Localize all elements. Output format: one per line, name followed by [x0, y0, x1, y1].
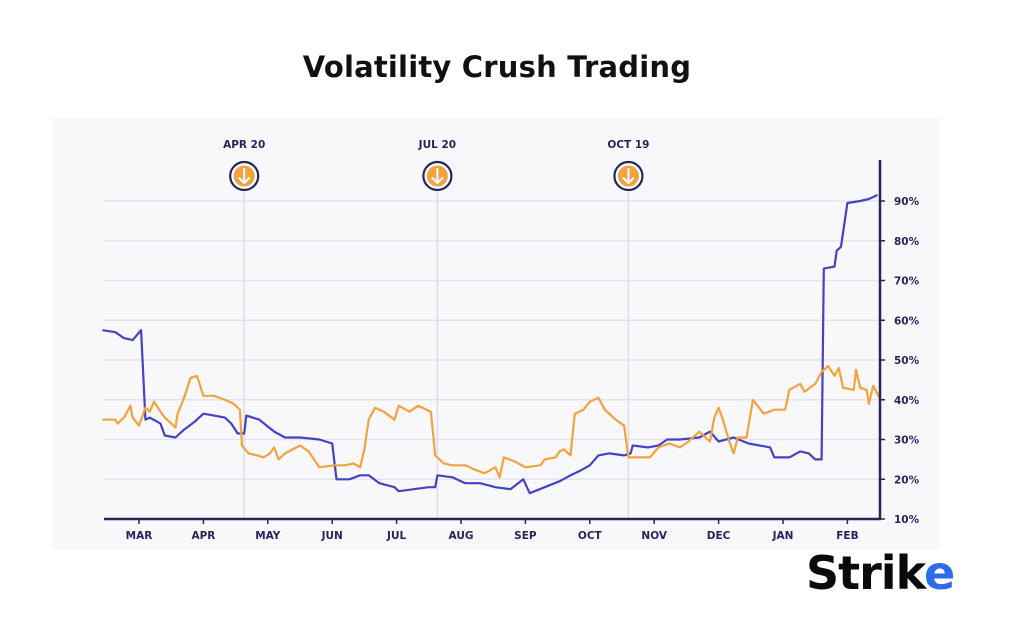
arrow-down-glyph — [431, 168, 444, 184]
x-tick-label: JAN — [772, 530, 794, 542]
x-tick-label: SEP — [514, 530, 537, 542]
annotations: APR 20 JUL 20 OCT 19 — [223, 139, 649, 519]
series-line-2 — [102, 364, 881, 479]
x-tick-label: FEB — [836, 530, 858, 542]
y-tick-label: 10% — [894, 514, 920, 526]
chart-panel — [52, 118, 940, 550]
x-tick-label: DEC — [707, 530, 731, 542]
x-tick-label: MAY — [255, 530, 281, 542]
axes: MAR APR MAY JUN JUL AUG SEP OCT NOV DEC JAN FEB 10% 2… — [104, 160, 920, 542]
y-tick-label: 90% — [894, 196, 920, 208]
annotation-label: APR 20 — [223, 139, 265, 151]
x-tick-label: AUG — [449, 530, 474, 542]
y-tick-label: 60% — [894, 315, 920, 327]
x-tick-label: OCT — [578, 530, 603, 542]
x-tick-label: JUL — [386, 530, 406, 542]
x-tick-label: APR — [191, 530, 215, 542]
y-tick-label: 80% — [894, 236, 920, 248]
series-lines — [102, 194, 881, 495]
annotation-label: JUL 20 — [418, 139, 456, 151]
arrow-down-glyph — [622, 168, 635, 184]
y-tick-label: 20% — [894, 474, 920, 486]
x-tick-label: NOV — [641, 530, 667, 542]
chart-title: Volatility Crush Trading — [302, 50, 692, 84]
series-line-1 — [102, 194, 878, 495]
y-tick-label: 30% — [894, 435, 920, 447]
x-tick-label: JUN — [321, 530, 343, 542]
y-tick-label: 40% — [894, 395, 920, 407]
gridlines — [104, 200, 880, 480]
annotation-label: OCT 19 — [607, 139, 649, 151]
y-tick-label: 50% — [894, 355, 920, 367]
x-tick-label: MAR — [126, 530, 153, 542]
y-tick-label: 70% — [894, 276, 920, 288]
arrow-down-glyph — [238, 168, 251, 184]
strike-logo: Strike — [806, 546, 955, 600]
